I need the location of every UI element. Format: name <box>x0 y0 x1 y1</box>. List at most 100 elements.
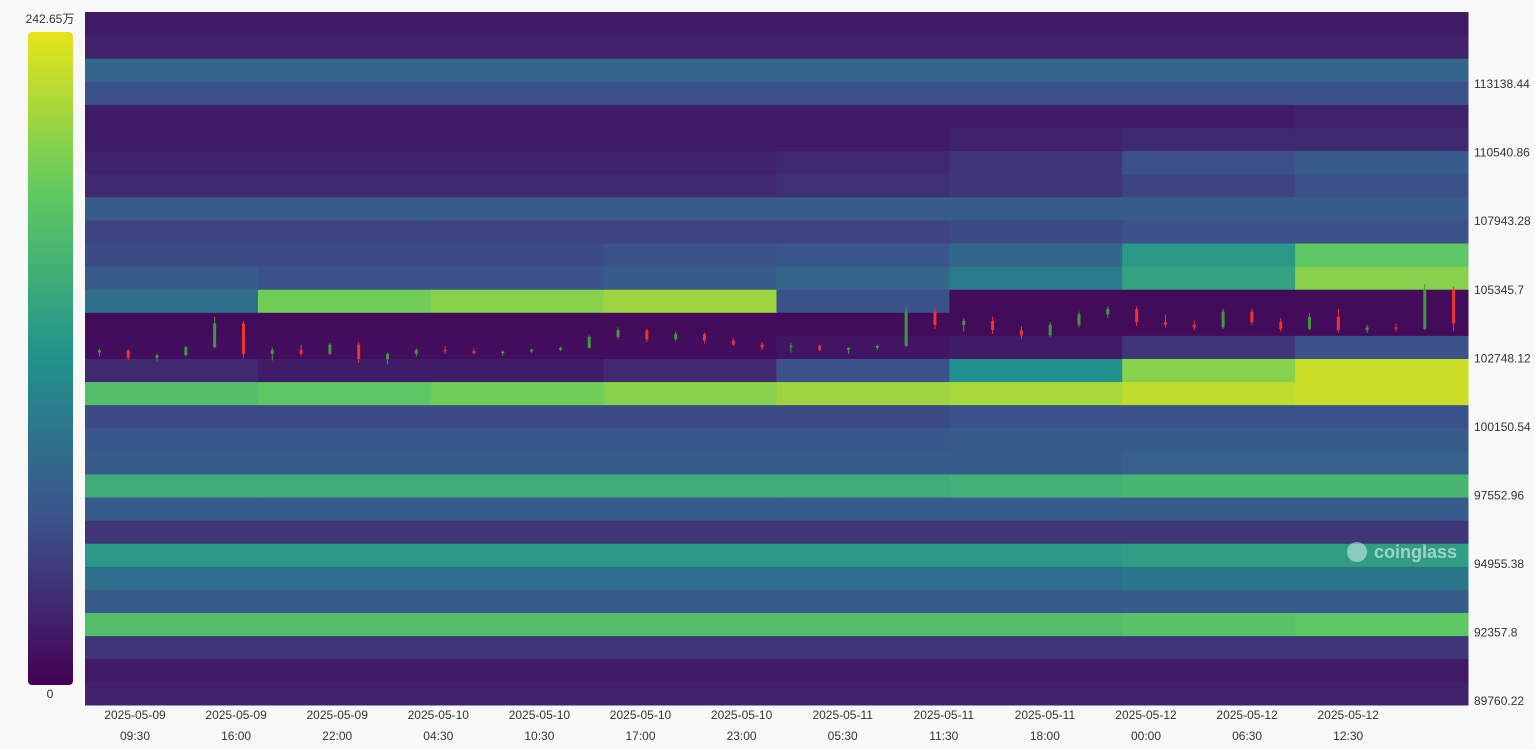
heat-cell <box>430 358 605 383</box>
heat-cell <box>949 312 1123 336</box>
candle-body <box>472 351 476 354</box>
y-tick-label: 92357.8 <box>1474 626 1518 640</box>
heat-cell <box>430 312 605 336</box>
heat-cell <box>1295 450 1469 475</box>
candle-body <box>760 344 764 348</box>
heat-cell <box>85 219 259 244</box>
heat-cell <box>430 219 605 244</box>
heat-cell <box>949 589 1123 614</box>
heat-cell <box>776 381 950 406</box>
heat-cell <box>257 150 432 175</box>
heat-cell <box>1122 566 1296 590</box>
heat-cell <box>1122 473 1296 498</box>
heat-cell <box>257 12 432 36</box>
heat-cell <box>776 473 950 498</box>
x-tick-date: 2025-05-12 <box>1115 708 1177 722</box>
heat-cell <box>257 173 432 198</box>
heat-cell <box>430 543 605 567</box>
heat-cell <box>603 104 777 129</box>
x-tick-date: 2025-05-12 <box>1318 708 1380 722</box>
candle-body <box>1106 308 1110 315</box>
heat-cell <box>603 312 777 336</box>
heat-cell <box>776 173 950 198</box>
candle-body <box>357 344 361 360</box>
heat-cell <box>1295 358 1469 383</box>
heat-cell <box>1295 58 1469 82</box>
heat-cell <box>776 566 950 590</box>
heat-cell <box>949 196 1123 221</box>
heat-cell <box>776 266 950 290</box>
heat-cell <box>603 381 777 406</box>
x-tick-time: 16:00 <box>221 729 251 743</box>
heat-cell <box>257 450 432 475</box>
heat-cell <box>1122 173 1296 198</box>
heat-cell <box>85 381 259 406</box>
candle-body <box>1221 311 1225 328</box>
heat-cell <box>430 612 605 637</box>
heat-cell <box>1295 566 1469 590</box>
heat-cell <box>430 566 605 590</box>
candle-body <box>731 340 735 345</box>
heat-cell <box>1295 381 1469 406</box>
heat-cell <box>1122 243 1296 267</box>
candle-body <box>299 349 303 354</box>
candle-body <box>1192 324 1196 328</box>
heat-cell <box>430 335 605 359</box>
heat-cell <box>949 612 1123 637</box>
heat-cell <box>257 289 432 313</box>
x-tick-date: 2025-05-09 <box>205 708 267 722</box>
heat-cell <box>1295 635 1469 660</box>
candle-body <box>270 349 274 354</box>
heat-cell <box>430 196 605 221</box>
heat-cell <box>949 58 1123 82</box>
heat-cell <box>603 196 777 221</box>
heat-cell <box>949 658 1123 683</box>
y-tick-label: 107943.28 <box>1474 214 1531 228</box>
heat-cell <box>430 473 605 498</box>
heat-cell <box>85 520 259 544</box>
heat-cell <box>430 681 605 706</box>
heat-cell <box>1295 196 1469 221</box>
x-tick-date: 2025-05-11 <box>914 708 975 722</box>
heat-cell <box>603 473 777 498</box>
candle-body <box>587 336 591 348</box>
heat-cell <box>430 35 605 59</box>
heat-cell <box>1122 589 1296 614</box>
heat-cell <box>1295 404 1469 429</box>
heat-cell <box>949 12 1123 36</box>
candle-body <box>1394 327 1398 329</box>
heat-cell <box>257 127 432 152</box>
candle-body <box>1135 308 1139 323</box>
x-tick-date: 2025-05-11 <box>1015 708 1076 722</box>
x-tick-date: 2025-05-09 <box>104 708 166 722</box>
candle-body <box>818 345 822 350</box>
candle-body <box>789 345 793 348</box>
heat-cell <box>776 289 950 313</box>
heat-cell <box>1295 427 1469 452</box>
candle-body <box>184 347 188 356</box>
heat-cell <box>603 497 777 521</box>
heat-cell <box>776 681 950 706</box>
x-tick-time: 23:00 <box>727 729 757 743</box>
x-tick-date: 2025-05-11 <box>812 708 873 722</box>
heat-cell <box>776 312 950 336</box>
heat-cell <box>1295 473 1469 498</box>
candle-body <box>97 350 101 353</box>
heat-cell <box>949 243 1123 267</box>
heat-cell <box>949 681 1123 706</box>
heat-cell <box>603 358 777 383</box>
heat-cell <box>85 635 259 660</box>
heat-cell <box>257 404 432 429</box>
heat-cell <box>85 12 259 36</box>
x-tick-time: 10:30 <box>524 729 554 743</box>
heat-cell <box>1122 196 1296 221</box>
heat-cell <box>257 681 432 706</box>
heat-cell <box>1122 404 1296 429</box>
heat-cell <box>1295 243 1469 267</box>
heat-cell <box>1295 12 1469 36</box>
heat-cell <box>257 196 432 221</box>
heat-cell <box>85 312 259 336</box>
x-tick-time: 12:30 <box>1333 729 1363 743</box>
candle-body <box>1452 289 1456 324</box>
